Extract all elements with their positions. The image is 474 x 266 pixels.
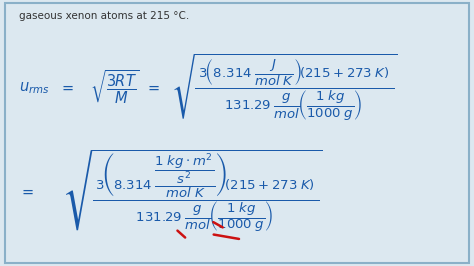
- Text: $=$: $=$: [59, 80, 75, 95]
- Text: $\sqrt{\dfrac{\;3\!\left(8.314\;\dfrac{J}{mol\;K}\right)\!(215+273\;K)\;}{\;131.: $\sqrt{\dfrac{\;3\!\left(8.314\;\dfrac{J…: [171, 53, 397, 123]
- Text: gaseous xenon atoms at 215 °C.: gaseous xenon atoms at 215 °C.: [19, 11, 189, 21]
- Text: $\sqrt{\dfrac{\;3\!\left(8.314\;\dfrac{\dfrac{1\;kg\cdot m^{2}}{s^{2}}}{mol\;K}\: $\sqrt{\dfrac{\;3\!\left(8.314\;\dfrac{\…: [62, 148, 322, 235]
- Text: $u_{rms}$: $u_{rms}$: [19, 80, 50, 96]
- Text: $=$: $=$: [19, 184, 35, 199]
- Text: $=$: $=$: [145, 80, 160, 95]
- Text: $\sqrt{\dfrac{3RT}{M}}$: $\sqrt{\dfrac{3RT}{M}}$: [90, 69, 140, 106]
